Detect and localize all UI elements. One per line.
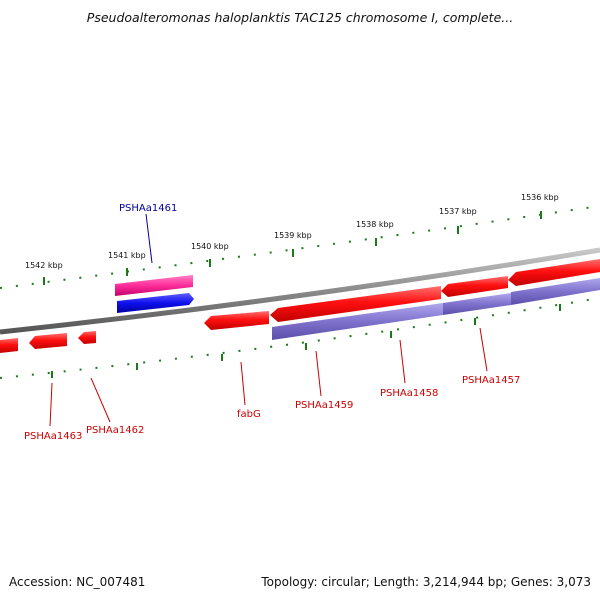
leader-PSHAa1458 — [399, 339, 406, 384]
gene-label-PSHAa1461[interactable]: PSHAa1461 — [119, 203, 177, 214]
gene-label-PSHAa1462[interactable]: PSHAa1462 — [86, 425, 144, 436]
scale-dots-upper — [0, 205, 600, 289]
gene-PSHAa1457[interactable] — [508, 259, 600, 286]
scale-label: 1539 kbp — [274, 231, 312, 240]
scale-track: 1542 kbp 1541 kbp 1540 kbp 1539 kbp 1538… — [0, 193, 600, 289]
topology-summary: Topology: circular; Length: 3,214,944 bp… — [261, 575, 591, 589]
gene-PSHAa1461-pink[interactable] — [115, 275, 193, 296]
gene-label-PSHAa1459[interactable]: PSHAa1459 — [295, 400, 353, 411]
genome-title: Pseudoalteromonas haloplanktis TAC125 ch… — [86, 10, 514, 25]
gene-PSHAa1461-blue[interactable] — [117, 293, 194, 313]
chromosome-backbone — [0, 247, 600, 335]
leader-PSHAa1462 — [90, 377, 111, 423]
gene-label-fabG[interactable]: fabG — [237, 409, 261, 420]
leader-PSHAa1459 — [315, 350, 322, 397]
gene-left-edge[interactable] — [0, 338, 18, 353]
scale-label: 1542 kbp — [25, 261, 63, 270]
gene-red-long[interactable] — [270, 286, 441, 322]
gene-label-PSHAa1463[interactable]: PSHAa1463 — [24, 431, 82, 442]
scale-label: 1540 kbp — [191, 242, 229, 251]
leader-PSHAa1457 — [479, 327, 488, 372]
accession-text: Accession: NC_007481 — [9, 575, 146, 589]
leader-fabG — [240, 361, 246, 406]
scale-label: 1541 kbp — [108, 251, 146, 260]
leader-lines — [49, 213, 488, 427]
leader-PSHAa1461 — [145, 213, 153, 264]
leader-PSHAa1463 — [49, 382, 53, 427]
gene-PSHAa1458[interactable] — [441, 276, 508, 297]
scale-label: 1537 kbp — [439, 207, 477, 216]
gene-fabG[interactable] — [204, 311, 269, 330]
scale-label: 1538 kbp — [356, 220, 394, 229]
scale-label: 1536 kbp — [521, 193, 559, 202]
gene-features — [0, 259, 600, 353]
cds-purple-long[interactable] — [272, 303, 443, 340]
gene-PSHAa1463[interactable] — [29, 333, 67, 349]
gene-label-PSHAa1458[interactable]: PSHAa1458 — [380, 388, 438, 399]
lower-track — [0, 297, 600, 379]
gene-PSHAa1462[interactable] — [78, 331, 96, 344]
gene-labels: PSHAa1461 PSHAa1463 PSHAa1462 fabG PSHAa… — [24, 203, 520, 442]
cds-purple-mid[interactable] — [443, 293, 511, 315]
cds-purple-right[interactable] — [511, 278, 600, 305]
gene-label-PSHAa1457[interactable]: PSHAa1457 — [462, 375, 520, 386]
